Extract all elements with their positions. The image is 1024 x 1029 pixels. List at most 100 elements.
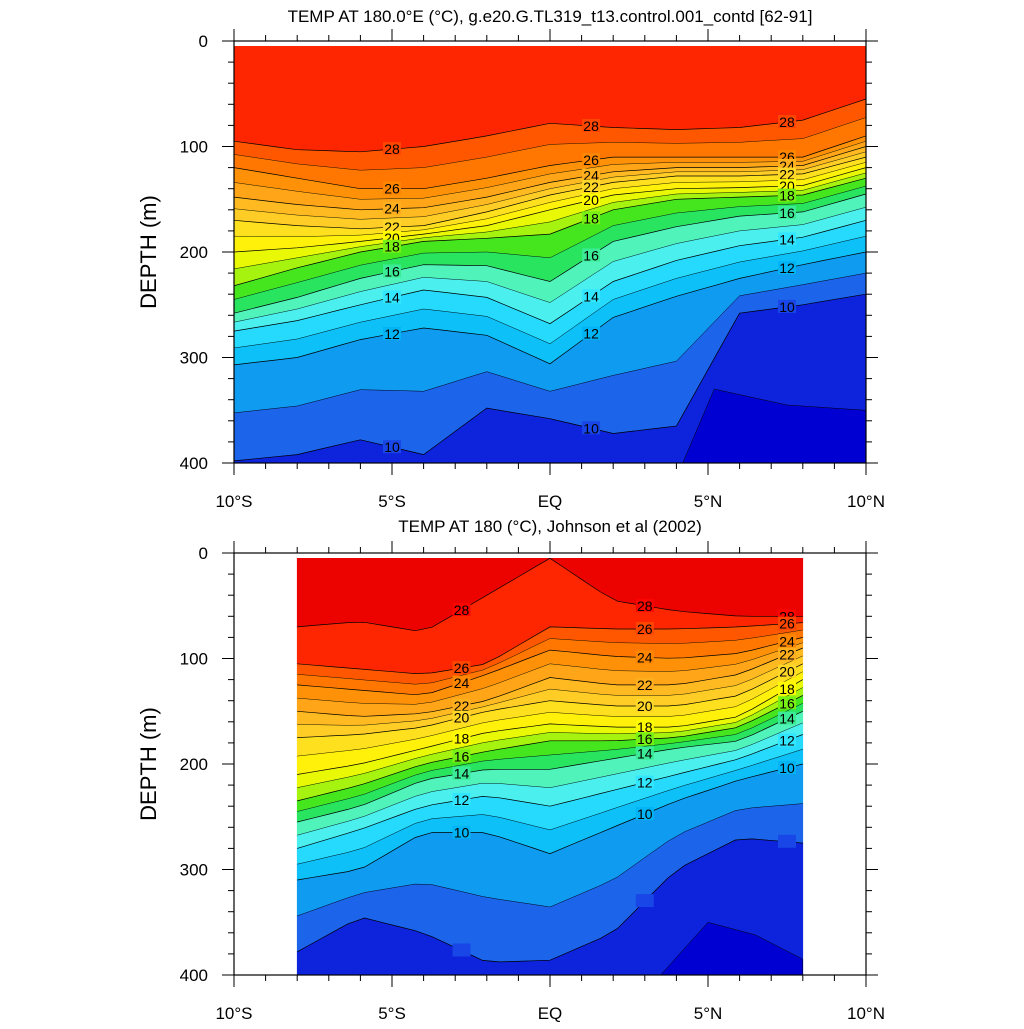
isotherm-line <box>297 629 803 685</box>
contour-label-bg <box>582 248 601 262</box>
panel-1-title: TEMP AT 180.0°E (°C), g.e20.G.TL319_t13.… <box>288 7 813 26</box>
contour-label: 16 <box>454 748 470 764</box>
contour-label: 18 <box>637 719 653 735</box>
y-tick-label: 100 <box>180 138 208 157</box>
contour-label-bg <box>778 761 796 774</box>
contour-label-bg <box>383 142 401 156</box>
x-tick-label: 5°N <box>694 492 723 511</box>
contour-label-bg <box>582 326 601 340</box>
isotherm-line <box>234 167 866 253</box>
x-tick-label: 10°N <box>847 1004 885 1023</box>
isotherm-line <box>297 679 803 775</box>
contour-label: 26 <box>583 152 599 168</box>
contour-label-bg <box>635 650 654 664</box>
contour-label: 26 <box>637 621 653 637</box>
contour-label-bg <box>635 807 654 821</box>
contour-label-bg <box>635 775 654 789</box>
isotherm-line <box>234 193 866 314</box>
contour-label-bg <box>452 943 471 957</box>
contour-label-bg <box>778 616 796 630</box>
contour-label: 24 <box>637 649 653 665</box>
isotherm-line <box>234 151 866 220</box>
contour-label-bg <box>778 634 796 648</box>
contour-label: 24 <box>384 201 400 217</box>
contour-label-bg <box>778 696 796 710</box>
contour-label-bg <box>635 746 654 760</box>
isotherm-line <box>297 647 803 717</box>
isotherm-line <box>297 671 803 757</box>
contour-label: 14 <box>384 289 400 305</box>
contour-label: 12 <box>779 733 795 749</box>
panel-2-axes: 0 100 200 300 400 10°S 5°S EQ 5°N 10°N <box>180 541 885 1023</box>
contour-label-bg <box>778 261 796 275</box>
contour-label: 22 <box>454 698 470 714</box>
contour-label-bg <box>452 603 471 616</box>
contour-label-bg <box>383 239 401 253</box>
contour-label-bg <box>778 232 796 246</box>
contour-label-bg <box>582 119 601 132</box>
isotherm-line <box>234 177 866 287</box>
y-tick-label: 300 <box>180 349 208 368</box>
panel-1-ylabel: DEPTH (m) <box>136 195 161 309</box>
contour-label: 26 <box>779 616 795 632</box>
contour-label-bg <box>452 731 471 745</box>
contour-label-bg <box>635 699 654 712</box>
contour-label: 10 <box>384 439 400 455</box>
isotherm-line <box>234 293 866 462</box>
isotherm-line <box>234 156 866 230</box>
contour-label: 10 <box>454 825 470 841</box>
isotherm-line <box>297 637 803 696</box>
contour-label-bg <box>778 711 796 725</box>
cold-pool-band <box>682 388 866 463</box>
panel-1-axes: 0 100 200 300 400 10°S 5°S EQ 5°N 10°N <box>180 29 885 511</box>
contour-label: 28 <box>454 602 470 618</box>
contour-label-bg <box>452 749 471 763</box>
contour-label-bg <box>582 179 601 193</box>
contour-label-bg <box>383 326 401 340</box>
contour-label: 18 <box>779 681 795 697</box>
contour-label-bg <box>778 664 796 678</box>
contour-label-bg <box>383 201 401 215</box>
y-tick-label: 100 <box>180 650 208 669</box>
contour-label: 14 <box>637 746 653 762</box>
contour-label: 10 <box>583 420 599 436</box>
contour-label-bg <box>452 825 471 839</box>
isotherm-line <box>234 140 866 200</box>
isotherm-line <box>297 803 803 917</box>
isotherm-line <box>297 734 803 849</box>
contour-label: 16 <box>779 695 795 711</box>
contour-label-bg <box>383 264 401 278</box>
contour-label-bg <box>635 677 654 691</box>
contour-label: 16 <box>384 264 400 280</box>
contour-label-bg <box>778 206 796 219</box>
contour-label-bg <box>778 733 796 747</box>
y-tick-label: 400 <box>180 454 208 473</box>
contour-label: 10 <box>637 806 653 822</box>
isotherm-line <box>234 146 866 211</box>
contour-label-bg <box>778 299 796 313</box>
cold-pool-band <box>660 922 804 975</box>
contour-label-bg <box>635 598 654 612</box>
contour-label: 16 <box>637 731 653 747</box>
contour-label: 14 <box>779 231 795 247</box>
isotherm-line <box>297 710 803 823</box>
y-tick-label: 0 <box>199 544 208 563</box>
contour-label-bg <box>452 710 471 724</box>
y-tick-label: 200 <box>180 243 208 262</box>
contour-label-bg <box>778 188 796 202</box>
isotherm-line <box>297 663 803 738</box>
contour-label-bg <box>383 181 401 195</box>
x-tick-label: 10°S <box>215 1004 252 1023</box>
contour-label-bg <box>635 622 654 635</box>
contour-label-bg <box>452 792 471 806</box>
contour-label: 26 <box>384 181 400 197</box>
y-tick-label: 0 <box>199 32 208 51</box>
contour-label: 28 <box>583 118 599 134</box>
isotherm-line <box>234 235 866 349</box>
isotherm-line <box>234 251 866 366</box>
